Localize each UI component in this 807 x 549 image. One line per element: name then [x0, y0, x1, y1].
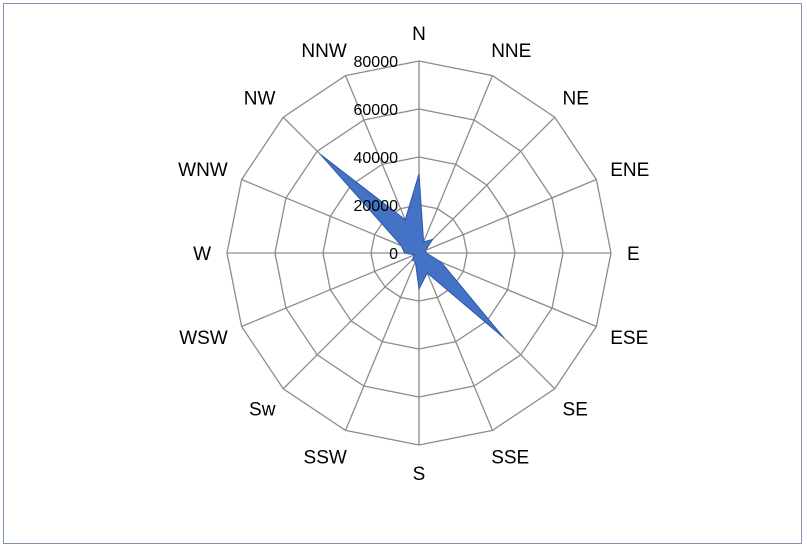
direction-label-nne: NNE [491, 41, 531, 62]
direction-label-w: W [193, 244, 211, 265]
tick-label-40000: 40000 [354, 150, 399, 167]
direction-label-wsw: WSW [179, 328, 228, 349]
grid-ring-80000 [226, 60, 612, 446]
direction-label-nw: NW [244, 88, 276, 109]
chart-frame [3, 3, 802, 544]
tick-label-0: 0 [389, 246, 398, 263]
direction-label-wnw: WNW [178, 160, 228, 181]
series-area-0 [320, 154, 505, 339]
tick-label-20000: 20000 [354, 198, 399, 215]
grid-ring-40000 [322, 156, 516, 350]
grid-ring-60000 [274, 108, 564, 398]
radar-series-layer [320, 154, 505, 339]
direction-label-e: E [627, 244, 640, 265]
direction-label-ne: NE [563, 88, 589, 109]
tick-label-60000: 60000 [354, 102, 399, 119]
direction-label-s: S [413, 464, 426, 485]
direction-label-n: N [412, 24, 426, 45]
direction-labels: N NNE NE ENE E ESE SE SSE S SSW Sw WSW W WNW NW NNW [178, 24, 649, 485]
direction-label-se: SE [563, 400, 588, 421]
direction-label-sse: SSE [491, 447, 529, 468]
direction-label-ese: ESE [610, 328, 648, 349]
direction-label-ssw: SSW [304, 447, 347, 468]
direction-label-sw: Sw [249, 400, 276, 421]
direction-label-nnw: NNW [301, 41, 346, 62]
tick-label-80000: 80000 [354, 54, 399, 71]
grid-ring-20000 [370, 204, 468, 302]
radial-tick-labels: 0 20000 40000 60000 80000 [354, 54, 399, 263]
direction-label-ene: ENE [610, 160, 649, 181]
